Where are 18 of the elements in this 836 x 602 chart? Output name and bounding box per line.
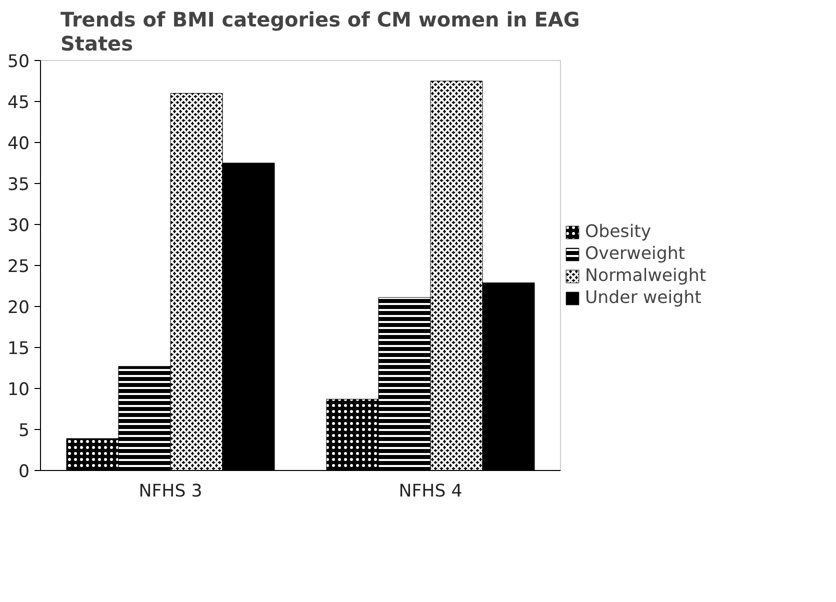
y-tick-label: 0	[18, 462, 30, 482]
chart-title: Trends of BMI categories of CM women in EAG States	[60, 8, 580, 56]
x-tick-label: NFHS 3	[138, 482, 202, 502]
y-tick-label: 25	[7, 257, 30, 277]
y-tick-label: 20	[7, 298, 30, 318]
x-tick-label: NFHS 4	[398, 482, 462, 502]
y-tick-label: 10	[7, 380, 30, 400]
y-tick-label: 30	[7, 216, 30, 236]
y-tick-label: 50	[7, 52, 30, 72]
legend-label: Under weight	[585, 288, 702, 308]
y-tick-label: 35	[7, 175, 30, 195]
legend-label: Overweight	[585, 244, 686, 264]
legend-label: Normalweight	[585, 266, 706, 286]
y-tick-label: 15	[7, 339, 30, 359]
legend-label: Obesity	[585, 222, 652, 242]
y-tick-label: 40	[7, 134, 30, 154]
y-tick-label: 5	[18, 421, 30, 441]
y-tick-label: 45	[7, 93, 30, 113]
